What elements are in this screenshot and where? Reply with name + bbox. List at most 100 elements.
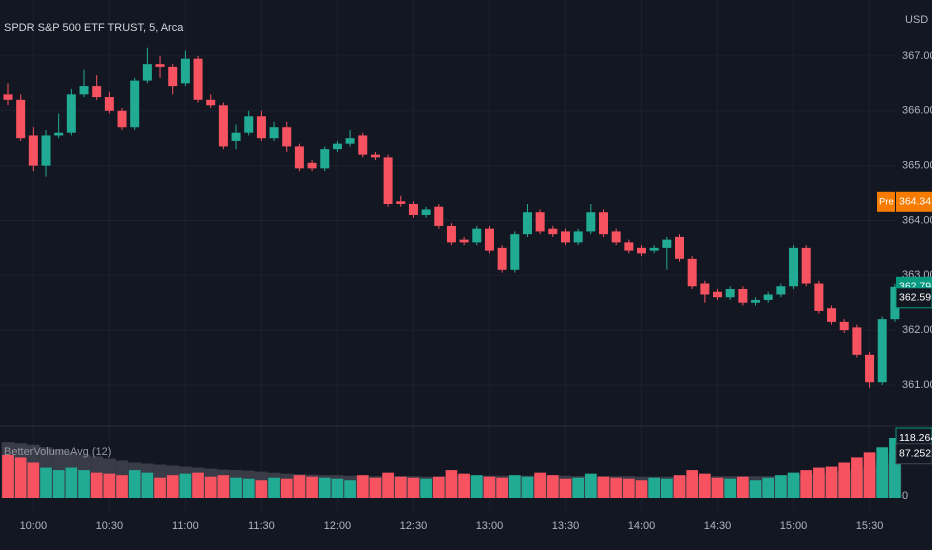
x-tick-label: 12:30 — [400, 520, 428, 532]
volume-bar — [445, 470, 458, 498]
candle-body — [155, 64, 165, 67]
candle-body — [700, 283, 710, 295]
candle-body — [332, 143, 342, 150]
x-tick-label: 15:30 — [856, 520, 884, 532]
candle-body — [28, 135, 38, 166]
candle-body — [282, 127, 292, 147]
volume-bar — [280, 478, 293, 498]
candle-body — [231, 132, 241, 141]
candle-body — [320, 149, 330, 169]
candle-body — [801, 247, 811, 284]
y-tick-label: 365.00 — [902, 160, 932, 172]
candle-body — [637, 247, 646, 254]
price-tag-label: 87.252K — [899, 448, 932, 460]
candle-body — [345, 138, 355, 144]
x-tick-label: 13:30 — [552, 520, 580, 532]
y-tick-label: 362.00 — [902, 324, 932, 336]
volume-bar — [356, 475, 369, 498]
candle-body — [497, 247, 507, 270]
chart-title: SPDR S&P 500 ETF TRUST, 5, Arca — [4, 22, 184, 34]
candle-body — [358, 135, 368, 155]
candle-body — [294, 146, 304, 169]
volume-bar — [420, 478, 432, 498]
candle-body — [269, 127, 279, 139]
volume-bar — [369, 477, 382, 498]
volume-bar — [141, 472, 154, 498]
candle-body — [839, 321, 849, 331]
candle-body — [92, 86, 102, 98]
volume-bar — [407, 477, 420, 498]
volume-bar — [661, 478, 673, 498]
candle-body — [522, 212, 532, 235]
price-tag-label: 362.59 — [899, 292, 931, 304]
x-tick-label: 15:00 — [780, 520, 808, 532]
volume-bar — [673, 475, 686, 498]
volume-bar — [242, 478, 255, 498]
volume-bar — [103, 473, 116, 498]
candle-body — [16, 99, 26, 139]
candle-body — [586, 212, 596, 232]
x-tick-label: 14:00 — [628, 520, 656, 532]
candle-body — [3, 94, 13, 100]
candle-body — [763, 294, 773, 300]
volume-bar — [775, 475, 787, 498]
volume-pane — [1, 438, 902, 498]
candle-body — [738, 289, 748, 303]
volume-bar — [496, 477, 508, 498]
volume-bar — [686, 470, 699, 498]
candle-body — [890, 286, 900, 320]
volume-bar — [813, 467, 825, 498]
candle-body — [256, 116, 266, 139]
axes: 361.00362.00363.00364.00365.00366.00367.… — [20, 50, 932, 532]
volume-bar — [648, 477, 661, 498]
volume-bar — [762, 477, 775, 498]
candle-body — [649, 247, 659, 251]
volume-bar — [711, 477, 724, 498]
x-tick-label: 12:00 — [324, 520, 352, 532]
volume-bar — [230, 477, 242, 498]
candle-body — [193, 58, 203, 100]
y-tick-label: 367.00 — [902, 50, 932, 62]
candle-body — [421, 209, 431, 215]
volume-bar — [889, 438, 901, 498]
candle-body — [472, 228, 482, 243]
candle-body — [827, 308, 837, 322]
volume-bar — [293, 475, 306, 498]
volume-bar — [116, 475, 128, 498]
candle-body — [865, 354, 875, 383]
candle-body — [624, 242, 634, 251]
volume-bar — [800, 470, 813, 498]
volume-bar — [217, 475, 230, 498]
candle-body — [206, 99, 216, 106]
volume-bar — [268, 477, 280, 498]
volume-bar — [331, 478, 344, 498]
candle-body — [675, 236, 685, 259]
price-tag — [896, 191, 932, 212]
volume-bar — [749, 480, 762, 498]
y-axis-label: USD — [905, 14, 928, 26]
volume-bar — [483, 476, 496, 498]
volume-bar — [52, 470, 65, 498]
volume-bar — [699, 473, 711, 498]
volume-bar — [192, 472, 204, 498]
volume-bar — [166, 475, 179, 498]
volume-bar — [559, 478, 572, 498]
candle-body — [687, 258, 697, 287]
volume-bar — [179, 473, 192, 498]
candle-body — [370, 154, 380, 158]
volume-bar — [584, 473, 597, 498]
volume-bar — [724, 478, 737, 498]
volume-bar — [128, 470, 141, 498]
candle-body — [408, 204, 418, 215]
y-tick-label: 366.00 — [902, 105, 932, 117]
volume-bar — [470, 475, 483, 498]
volume-bar — [508, 475, 521, 498]
candle-body — [662, 239, 672, 248]
volume-bar — [78, 470, 90, 498]
indicator-legend: BetterVolumeAvg (12) — [4, 446, 111, 458]
volume-bar — [432, 476, 445, 498]
candle-body — [434, 206, 444, 226]
volume-bar — [65, 467, 78, 498]
candle-body — [307, 162, 317, 169]
